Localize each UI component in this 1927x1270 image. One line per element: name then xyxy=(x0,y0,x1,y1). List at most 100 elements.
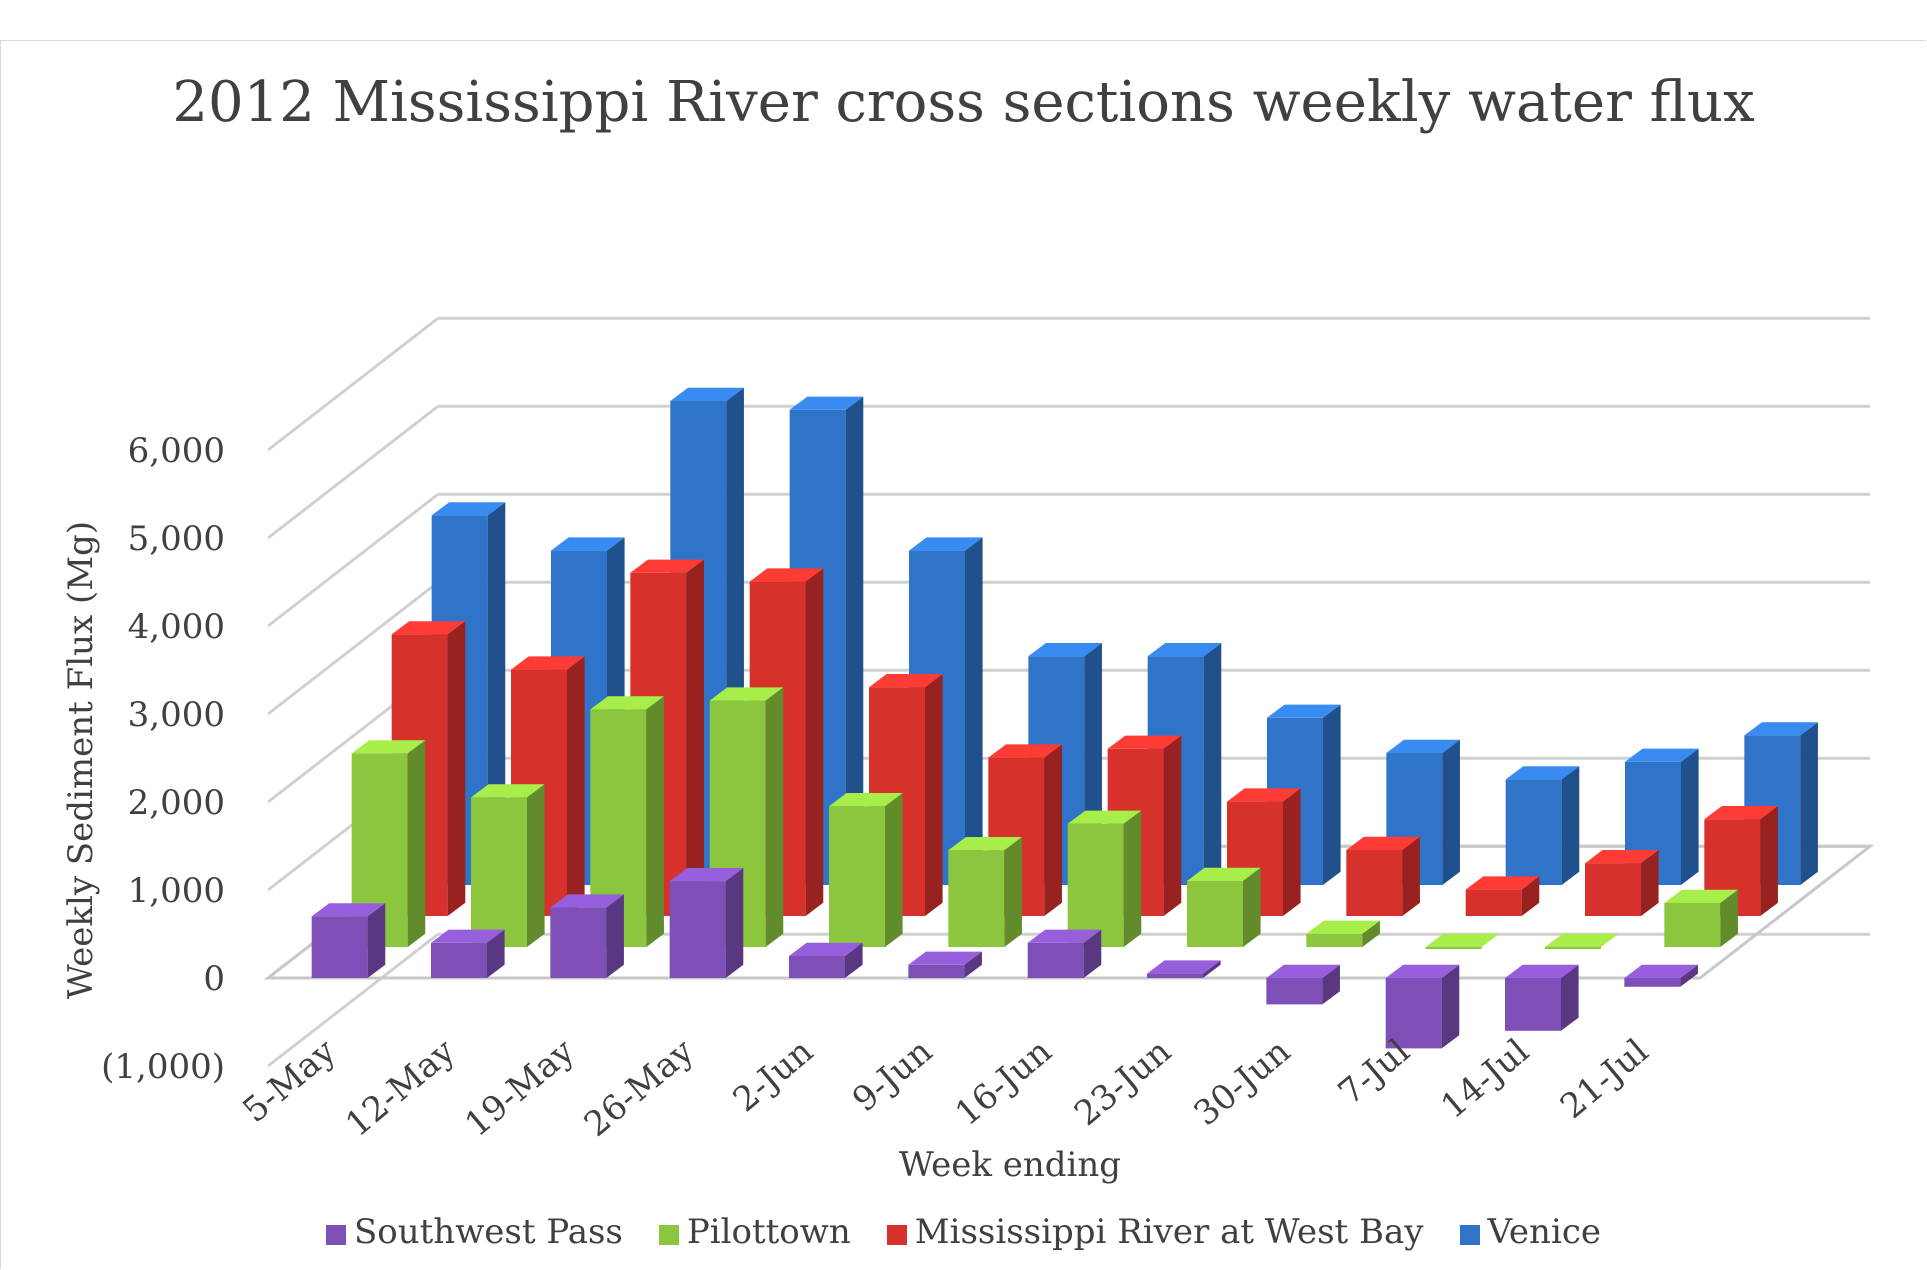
y-tick-label: 1,000 xyxy=(128,871,225,911)
legend-swatch xyxy=(658,1225,679,1245)
gridline-side xyxy=(267,317,439,452)
bar-top xyxy=(1465,876,1540,890)
bar-front xyxy=(1664,903,1721,947)
x-tick-label: 26-May xyxy=(577,1031,702,1145)
x-tick-label: 14-Jul xyxy=(1434,1031,1537,1127)
bar-top xyxy=(551,537,625,551)
bar-side xyxy=(1004,837,1022,947)
bar-top xyxy=(869,674,943,688)
bar-top xyxy=(1744,722,1818,736)
bar xyxy=(1585,850,1659,916)
bar-side xyxy=(964,951,982,978)
bar-top xyxy=(1505,964,1579,978)
bar-top xyxy=(1028,643,1102,657)
bar xyxy=(1545,933,1619,949)
bar-top xyxy=(1505,766,1580,780)
bar-top xyxy=(471,784,545,798)
bar-side xyxy=(646,696,664,947)
bar-top xyxy=(1027,929,1102,943)
bar xyxy=(829,793,903,947)
bar xyxy=(1624,964,1698,987)
bar-top xyxy=(1107,735,1182,749)
bar-side xyxy=(407,740,426,947)
bar xyxy=(1027,929,1102,978)
bar-front xyxy=(1385,978,1442,1049)
bar-front xyxy=(1624,978,1681,987)
bar-side xyxy=(1283,788,1301,916)
gridline-side xyxy=(267,581,439,716)
bar xyxy=(431,929,505,978)
bar-side xyxy=(1521,876,1540,916)
bar-side xyxy=(686,559,704,916)
bar xyxy=(550,894,624,978)
x-tick-label: 19-May xyxy=(458,1031,583,1145)
bar-top xyxy=(670,387,744,401)
bar-side xyxy=(1123,810,1142,947)
bar-side xyxy=(805,568,824,916)
bar-top xyxy=(1306,920,1380,934)
legend-swatch xyxy=(1459,1225,1480,1245)
bar-top xyxy=(1624,964,1698,978)
chart-bars xyxy=(311,387,1818,1049)
bar-top xyxy=(311,903,386,917)
bar xyxy=(1227,788,1301,916)
bar-side xyxy=(1680,964,1698,987)
bar xyxy=(908,951,982,978)
bar-top xyxy=(749,568,824,582)
bar-side xyxy=(1720,889,1738,947)
bar-front xyxy=(431,942,487,978)
y-tick-label: 5,000 xyxy=(128,519,225,559)
gridline-side xyxy=(267,405,439,540)
bar xyxy=(1385,964,1460,1049)
bar-side xyxy=(487,929,505,978)
bar-side xyxy=(606,894,624,978)
bar-side xyxy=(1362,920,1380,947)
legend-label: Southwest Pass xyxy=(353,1212,623,1252)
x-tick-label: 9-Jun xyxy=(845,1031,940,1120)
bar-top xyxy=(391,621,466,635)
bar-front xyxy=(550,907,607,978)
bar-side xyxy=(1203,643,1222,885)
bar-side xyxy=(1323,704,1341,885)
bar-front xyxy=(1585,863,1641,916)
x-tick-label: 23-Jun xyxy=(1067,1031,1179,1134)
bar xyxy=(471,784,545,947)
bar-front xyxy=(669,881,726,978)
x-tick-label: 16-Jun xyxy=(948,1031,1060,1134)
chart-frame xyxy=(0,40,1926,1269)
x-tick-label: 5-May xyxy=(235,1031,344,1131)
bar-front xyxy=(1545,947,1601,949)
bar-top xyxy=(1425,933,1500,947)
bar-side xyxy=(845,942,863,978)
bar-front xyxy=(1306,933,1363,947)
bar xyxy=(1266,964,1340,1005)
x-tick-label: 21-Jul xyxy=(1553,1031,1656,1127)
bar-front xyxy=(471,797,527,947)
y-tick-label: 2,000 xyxy=(128,783,225,823)
bar xyxy=(1346,836,1420,916)
x-axis-title: Week ending xyxy=(899,1145,1121,1185)
bar-front xyxy=(1147,973,1203,978)
bar-front xyxy=(829,806,885,947)
bar-side xyxy=(845,396,864,885)
bar-top xyxy=(1386,739,1460,753)
bar xyxy=(1187,867,1261,947)
bar-side xyxy=(1441,964,1460,1049)
bar-top xyxy=(550,894,624,908)
y-tick-label: 0 xyxy=(203,959,225,999)
bar-side xyxy=(725,868,744,978)
y-tick-label: 3,000 xyxy=(128,695,225,735)
bar-side xyxy=(1402,836,1420,916)
bar-top xyxy=(909,537,983,551)
legend-item: Venice xyxy=(1459,1212,1602,1252)
x-tick-label: 12-May xyxy=(338,1031,463,1145)
bar-side xyxy=(1760,806,1778,916)
legend-label: Venice xyxy=(1487,1212,1602,1252)
bar-top xyxy=(431,929,505,943)
bar-top xyxy=(431,502,506,516)
bar-front xyxy=(311,916,368,978)
x-tick-label: 2-Jun xyxy=(726,1031,821,1120)
bar-side xyxy=(925,674,943,916)
bar-top xyxy=(669,868,744,882)
